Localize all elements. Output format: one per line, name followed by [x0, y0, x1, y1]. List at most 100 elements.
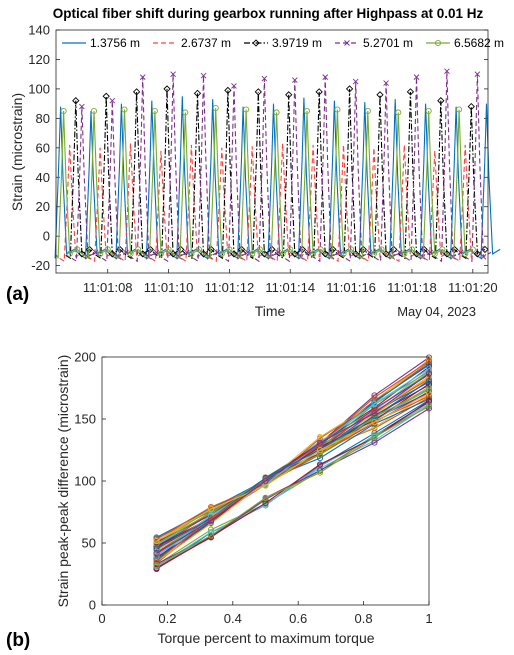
chart-a-point-4 — [145, 253, 152, 260]
chart-a-series-line-3 — [65, 88, 486, 260]
chart-a-point-4 — [109, 97, 116, 104]
chart-a-point-4 — [444, 68, 450, 75]
chart-a-point-4 — [237, 253, 243, 260]
chart-a-point-5 — [256, 246, 263, 253]
chart-b-xtick-label: 0.8 — [355, 611, 373, 626]
chart-a-point-3 — [169, 250, 177, 258]
chart-a-series-line-4 — [71, 71, 492, 263]
chart-b-point-24 — [316, 434, 324, 441]
chart-b-point-35 — [153, 565, 160, 572]
chart-a-ytick-label: 80 — [36, 111, 50, 126]
chart-a-point-4 — [200, 72, 207, 79]
chart-b-series-line-39 — [156, 372, 430, 554]
chart-a-point-3 — [78, 250, 86, 258]
chart-b-ytick-label: 50 — [82, 536, 96, 551]
chart-a-point-5 — [66, 250, 73, 257]
chart-a-point-3 — [237, 245, 246, 254]
chart-b-xtick-label: 1 — [425, 611, 432, 626]
chart-a-point-3 — [146, 245, 154, 254]
chart-a-point-4 — [206, 253, 213, 260]
chart-a-point-3 — [199, 250, 208, 258]
chart-a-point-5 — [456, 106, 463, 113]
chart-b-point-38 — [316, 447, 324, 454]
legend-entry-1: 1.3756 m — [90, 36, 140, 50]
chart-a-point-5 — [218, 250, 225, 257]
chart-b-xtick-label: 0 — [98, 611, 105, 626]
legend-marker-3 — [252, 39, 260, 47]
chart-b-point-27 — [207, 529, 215, 536]
chart-a-point-3 — [473, 250, 481, 258]
chart-a-point-5 — [370, 250, 377, 257]
chart-a-series — [54, 68, 501, 263]
chart-a-point-5 — [60, 107, 67, 115]
chart-b-ytick-label: 150 — [74, 412, 96, 427]
chart-a-point-4 — [352, 78, 359, 85]
chart-a-point-4 — [170, 71, 176, 77]
chart-b-point-34 — [153, 553, 160, 560]
chart-a-point-5 — [127, 250, 134, 257]
chart-a-point-5 — [431, 250, 438, 257]
chart-b-xtick-label: 0.4 — [224, 611, 242, 626]
chart-a-point-5 — [182, 109, 189, 116]
chart-a-point-4 — [79, 103, 85, 110]
chart-a-point-3 — [382, 250, 390, 258]
chart-b-point-37 — [371, 394, 378, 401]
chart-b-xlabel: Torque percent to maximum torque — [157, 630, 374, 646]
chart-a-point-5 — [74, 246, 81, 253]
chart-a-point-5 — [188, 250, 195, 257]
chart-a-point-4 — [328, 253, 335, 260]
chart-a-point-4 — [413, 74, 420, 80]
chart-a-plot-box — [55, 29, 489, 274]
chart-a-point-3 — [359, 245, 367, 254]
legend-entry-5: 6.5682 m — [454, 36, 504, 50]
chart-b-panel-label: (b) — [6, 630, 30, 651]
chart-b-ytick-label: 0 — [89, 598, 96, 613]
chart-a-series-line-1 — [54, 96, 501, 260]
chart-a-point-3 — [72, 97, 80, 105]
chart-a-point-5 — [165, 246, 172, 253]
chart-a-point-4 — [474, 71, 481, 77]
chart-a-point-3 — [315, 88, 323, 96]
chart-a-xtick-label: 11:01:18 — [387, 280, 437, 295]
chart-a-xtick-label: 11:01:20 — [448, 280, 498, 295]
chart-a-point-4 — [419, 253, 426, 260]
chart-a-point-5 — [151, 107, 158, 115]
legend-marker-5 — [434, 39, 442, 47]
chart-b-ylabel: Strain peak-peak difference (microstrain… — [55, 355, 71, 608]
chart-a-point-3 — [352, 250, 360, 258]
chart-a-point-4 — [358, 253, 365, 260]
chart-b-point-35 — [316, 461, 324, 468]
chart-a-point-4 — [115, 253, 122, 260]
chart-a-xtick-label: 11:01:12 — [205, 280, 255, 295]
chart-a-point-5 — [340, 250, 347, 257]
chart-b-point-39 — [262, 478, 269, 485]
chart-a-xtick-label: 11:01:10 — [144, 280, 194, 295]
chart-a-xtick-label: 11:01:16 — [326, 280, 376, 295]
chart-a-point-4 — [298, 253, 304, 260]
chart-a-ytick-label: 40 — [36, 170, 50, 185]
chart-a-point-5 — [287, 246, 294, 253]
chart-a-point-3 — [291, 250, 299, 258]
chart-b-point-38 — [262, 482, 269, 489]
chart-a-point-5 — [121, 106, 128, 113]
chart-a-point-3 — [230, 250, 238, 258]
chart-a-point-5 — [243, 106, 250, 113]
chart-b-point-37 — [153, 557, 160, 565]
chart-a-point-3 — [163, 85, 171, 93]
chart-b-series-line-38 — [156, 392, 430, 542]
chart-b-point-39 — [371, 410, 378, 417]
chart-a-point-5 — [439, 246, 446, 253]
chart-a-point-4 — [450, 253, 456, 260]
chart-a-xtick-label: 11:01:14 — [265, 280, 315, 295]
chart-b-point-38 — [153, 538, 160, 545]
chart-a-point-4 — [480, 253, 487, 260]
chart-a-point-3 — [132, 88, 141, 96]
chart-a-point-4 — [322, 74, 329, 80]
chart-a-point-5 — [303, 107, 311, 115]
chart-a-point-3 — [139, 250, 147, 258]
chart-a-point-3 — [85, 245, 94, 254]
chart-a-ytick-label: -20 — [31, 258, 50, 273]
chart-a-point-5 — [378, 246, 385, 253]
chart-a-ytick-label: 120 — [28, 52, 50, 67]
